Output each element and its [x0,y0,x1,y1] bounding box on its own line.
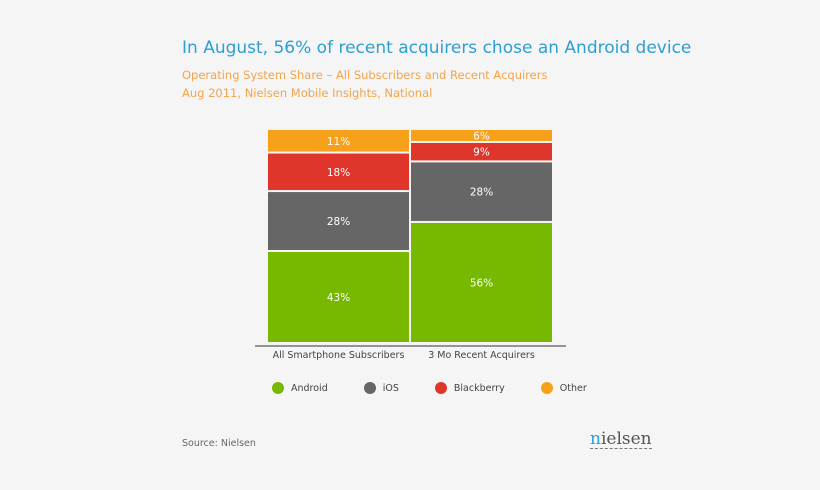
legend-label: Blackberry [453,382,505,394]
bar-segment-ios [268,192,409,250]
legend-label: iOS [382,382,399,394]
bar-segment-ios [411,162,552,221]
bar-segment-blackberry [411,142,552,161]
bar-segment-android [411,222,552,342]
category-label: 3 Mo Recent Acquirers [428,350,535,361]
data-label: 28% [470,187,493,199]
stacked-bar-chart: 43% 28% 18% 11% All Smartphone Subscribers 56… [255,130,566,361]
nielsen-logo: nielsen [590,429,652,449]
chart-title: In August, 56% of recent acquirers chose… [182,38,692,58]
legend-swatch [540,382,553,394]
chart-subtitle-date: Aug 2011, Nielsen Mobile Insights, Natio… [182,86,433,100]
data-label: 56% [470,277,493,289]
bar-segment-other [411,130,552,141]
legend-item-android: Android [272,382,328,394]
data-label: 43% [327,292,350,304]
legend-item-ios: iOS [363,382,399,394]
legend: Android iOS Blackberry Other [272,382,623,394]
legend-item-other: Other [540,382,587,394]
data-label: 9% [473,147,490,159]
legend-swatch [363,382,376,394]
data-label: 11% [327,136,350,148]
legend-swatch [434,382,447,394]
data-label: 28% [327,216,350,228]
bar-segment-android [268,251,409,342]
legend-label: Other [559,382,587,394]
data-label: 6% [473,130,490,142]
data-label: 18% [327,167,350,179]
legend-label: Android [291,382,328,394]
bar-segment-blackberry [268,153,409,191]
legend-item-blackberry: Blackberry [434,382,505,394]
category-label: All Smartphone Subscribers [273,350,405,361]
legend-swatch [272,382,284,394]
chart-subtitle: Operating System Share – All Subscribers… [182,68,548,82]
source-note: Source: Nielsen [182,438,256,449]
bar-segment-other [268,130,409,152]
